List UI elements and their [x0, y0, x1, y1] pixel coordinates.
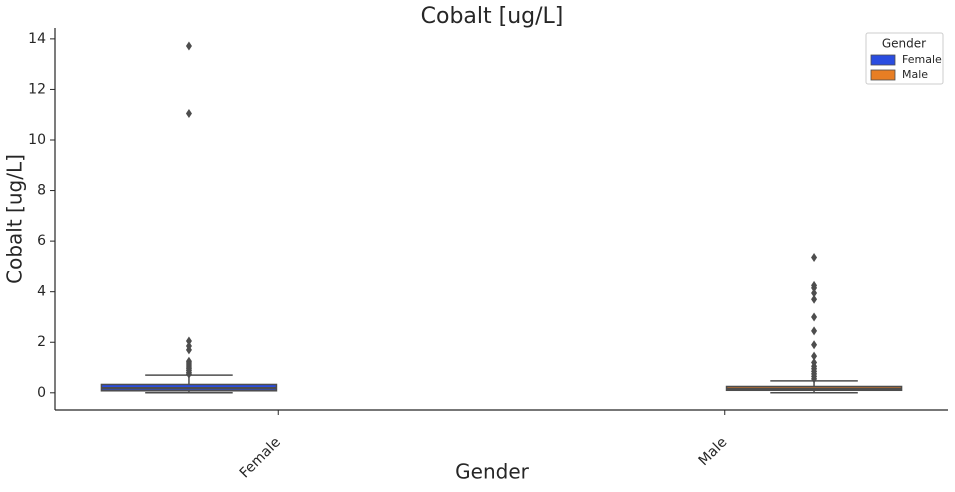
outlier — [811, 326, 818, 336]
x-tick-label: Male — [696, 434, 731, 469]
y-tick-label: 10 — [28, 132, 46, 148]
outlier — [185, 369, 192, 379]
outlier — [811, 294, 818, 304]
y-tick-label: 8 — [37, 183, 46, 199]
outlier — [811, 351, 818, 361]
outlier — [185, 41, 192, 51]
y-tick-label: 0 — [37, 385, 46, 401]
outlier — [185, 345, 192, 355]
y-tick-label: 14 — [28, 31, 46, 47]
outlier — [811, 312, 818, 322]
legend-label: Female — [902, 53, 942, 66]
legend-swatch — [870, 69, 896, 81]
outlier — [811, 253, 818, 263]
legend-swatch — [870, 54, 896, 66]
x-tick-label: Female — [237, 434, 284, 481]
x-axis-label: Gender — [455, 460, 529, 484]
outlier — [811, 374, 818, 384]
chart-title: Cobalt [ug/L] — [421, 4, 564, 29]
outlier — [185, 336, 192, 346]
outlier — [811, 288, 818, 298]
legend-label: Male — [902, 68, 928, 81]
y-tick-label: 2 — [37, 334, 46, 350]
y-tick-label: 6 — [37, 233, 46, 249]
outlier — [185, 108, 192, 118]
legend-title: Gender — [882, 37, 926, 51]
outlier — [811, 283, 818, 293]
y-axis-label: Cobalt [ug/L] — [3, 154, 27, 284]
y-tick-label: 12 — [28, 81, 46, 97]
outlier — [811, 340, 818, 350]
y-tick-label: 4 — [37, 284, 46, 300]
